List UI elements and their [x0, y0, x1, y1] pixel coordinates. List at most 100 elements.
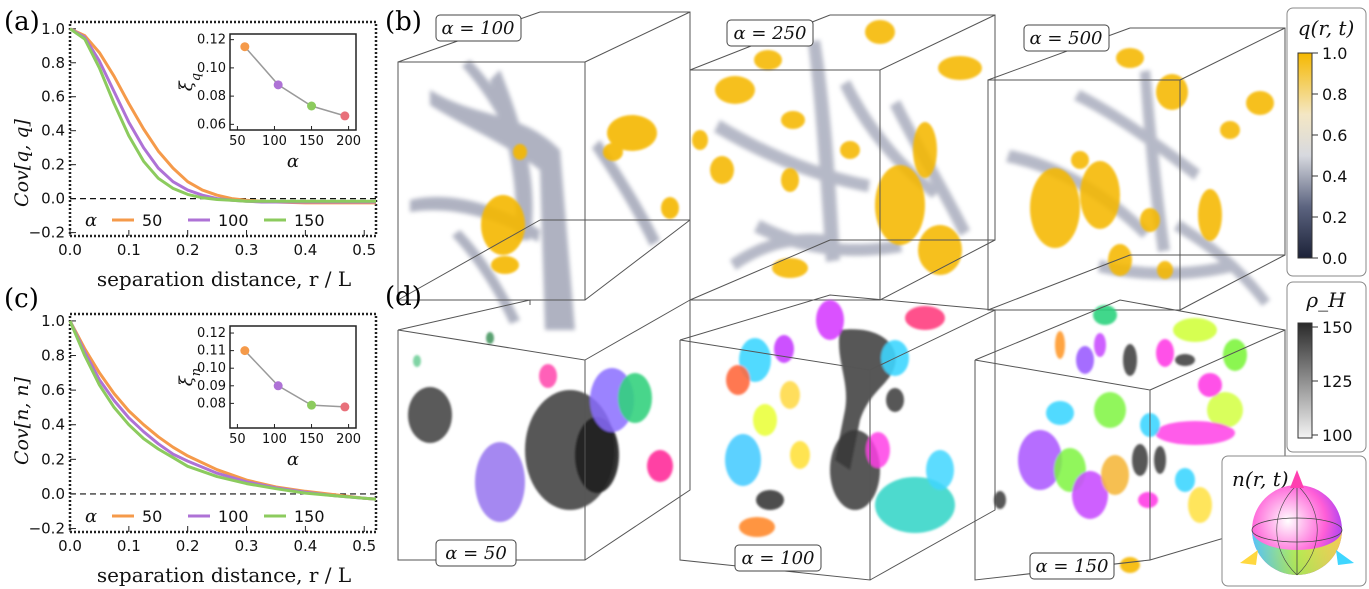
inset-point — [273, 80, 283, 90]
arrow-right-icon — [1336, 550, 1354, 565]
x-tick-label: 0.2 — [176, 241, 200, 259]
colorbar-q-tick-label: 0.8 — [1322, 85, 1347, 104]
cube-edges — [987, 27, 1286, 311]
y-tick-label: 0.2 — [41, 450, 65, 468]
y-tick-label: −0.2 — [29, 520, 65, 538]
label-alpha-500: α = 500 — [1029, 28, 1102, 49]
legend-label-50: 50 — [142, 507, 162, 526]
colorbar-q-tick-label: 0.6 — [1322, 126, 1347, 145]
x-tick-label: 0.0 — [58, 537, 82, 555]
y-tick-label: 0.4 — [41, 122, 65, 140]
inset-point — [240, 42, 250, 52]
colorbar-q: q(r, t) 1.0 0.8 0.6 0.4 0.2 0.0 — [1286, 7, 1367, 277]
skyrmion-blobs — [994, 305, 1247, 573]
inset-x-tick-label: 100 — [262, 134, 287, 149]
sphere-legend: n(r, t) — [1221, 455, 1367, 587]
charge-blobs — [1030, 48, 1274, 279]
arrow-left-icon — [1240, 550, 1258, 565]
colorbar-rho-tick-label: 125 — [1322, 372, 1353, 391]
inset-x-tick-label: 200 — [336, 134, 361, 149]
colorbar-rho: ρ_H 150 125 100 — [1286, 281, 1367, 453]
inset-y-tick-label: 0.10 — [197, 61, 226, 76]
label-box-b3: α = 500 — [1023, 24, 1110, 52]
x-tick-label: 0.2 — [176, 537, 200, 555]
colorbar-q-tick-label: 1.0 — [1322, 44, 1347, 63]
skyrmion-blobs — [725, 300, 955, 537]
inset-y-tick-label: 0.10 — [197, 361, 226, 376]
label-box-b1: α = 100 — [435, 14, 522, 42]
inset-x-tick-label: 150 — [299, 134, 324, 149]
inset-x-tick-label: 50 — [229, 432, 246, 447]
inset-ylabel-subscript: q — [189, 73, 204, 81]
cube-b-alpha-250 — [689, 14, 996, 301]
colorbar-rho-tick-label: 100 — [1322, 426, 1353, 445]
y-tick-label: 0.0 — [41, 190, 65, 208]
sphere-legend-title: n(r, t) — [1232, 467, 1289, 491]
inset-point — [340, 111, 350, 121]
inset-x-tick-label: 200 — [336, 432, 361, 447]
label-d-alpha-150: α = 150 — [1035, 556, 1108, 577]
panel-label-d: (d) — [385, 282, 422, 312]
label-d-alpha-50: α = 50 — [445, 543, 507, 564]
cube-edges — [397, 299, 691, 561]
label-alpha-100: α = 100 — [441, 18, 514, 39]
inset-y-tick-label: 0.08 — [197, 89, 226, 104]
legend-label-50: 50 — [142, 211, 162, 230]
y-tick-label: 0.6 — [41, 381, 65, 399]
inset-y-tick-label: 0.11 — [197, 344, 226, 359]
series-line-alpha-150 — [68, 320, 377, 501]
xlabel-c: separation distance, r / L — [97, 563, 351, 587]
inset-y-tick-label: 0.12 — [197, 326, 226, 341]
panel-label-c: (c) — [4, 284, 39, 314]
inset-xlabel: α — [287, 449, 299, 470]
colorbar-q-tick-label: 0.2 — [1322, 208, 1347, 227]
inset-y-tick-label: 0.08 — [197, 396, 226, 411]
colorbar-q-ticks: 1.0 0.8 0.6 0.4 0.2 0.0 — [1312, 44, 1347, 268]
inset-point — [307, 400, 317, 410]
inset-x-tick-label: 100 — [262, 432, 287, 447]
y-tick-label: 0.0 — [41, 485, 65, 503]
x-tick-label: 0.5 — [352, 241, 376, 259]
legend-label-150: 150 — [294, 507, 325, 526]
vortex-lines — [410, 60, 660, 330]
x-tick-label: 0.4 — [293, 241, 317, 259]
x-tick-label: 0.0 — [58, 241, 82, 259]
colorbar-rho-title: ρ_H — [1305, 288, 1346, 312]
x-tick-label: 0.1 — [117, 241, 141, 259]
label-box-b2: α = 250 — [726, 19, 814, 47]
cube-edges — [974, 299, 1286, 581]
colorbar-q-tick-label: 0.4 — [1322, 167, 1347, 186]
inset-point — [273, 381, 283, 391]
vortex-lines — [1006, 70, 1270, 306]
legend-symbol: α — [85, 210, 97, 231]
inset-xlabel: α — [287, 151, 299, 172]
colorbar-q-gradient — [1297, 52, 1313, 259]
inset-y-tick-label: 0.12 — [197, 33, 226, 48]
y-tick-label: 1.0 — [41, 20, 65, 38]
label-box-d2: α = 100 — [734, 544, 822, 572]
inset-point — [340, 402, 350, 412]
inset-y-tick-label: 0.06 — [197, 117, 226, 132]
legend-label-100: 100 — [218, 507, 249, 526]
x-tick-label: 0.5 — [352, 537, 376, 555]
label-box-d1: α = 50 — [435, 539, 517, 567]
series-line-alpha-150 — [69, 27, 376, 203]
arrow-up-icon — [1290, 470, 1304, 488]
cube-b-alpha-100 — [397, 11, 691, 330]
label-alpha-250: α = 250 — [733, 23, 806, 44]
colorbar-rho-ticks: 150 125 100 — [1312, 318, 1353, 445]
inset-x-tick-label: 50 — [229, 134, 246, 149]
inset-line — [244, 350, 345, 408]
panel-label-b: (b) — [385, 7, 422, 37]
ylabel-c: Cov[n, n] — [11, 376, 33, 465]
legend-label-150: 150 — [294, 211, 325, 230]
inset-ylabel-subscript: n — [189, 368, 204, 376]
x-tick-label: 0.4 — [293, 537, 317, 555]
y-tick-label: 0.8 — [41, 347, 65, 365]
legend-symbol: α — [85, 506, 97, 527]
inset-line — [244, 46, 346, 117]
legend-label-100: 100 — [218, 211, 249, 230]
label-box-d3: α = 150 — [1029, 552, 1115, 580]
charge-blobs — [481, 115, 679, 274]
